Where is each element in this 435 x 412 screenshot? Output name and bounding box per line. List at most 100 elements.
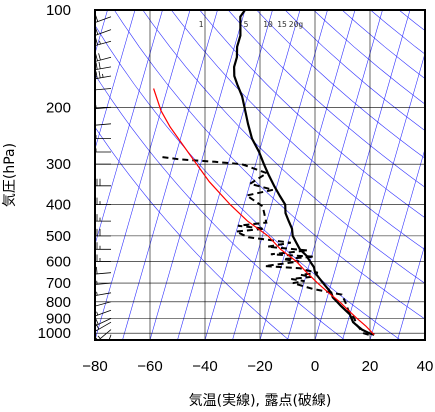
- isotherm-line: [204, 10, 301, 340]
- grid-clip: [95, 10, 425, 340]
- dry-adiabat-line: [398, 10, 425, 31]
- barb-half-flag: [101, 352, 104, 353]
- wind-barb: [95, 178, 111, 187]
- barb-staff: [98, 329, 112, 340]
- isotherm-line: [95, 10, 163, 246]
- dry-adiabat-line: [199, 10, 425, 219]
- barb-flag: [90, 30, 92, 37]
- wind-barb: [95, 214, 111, 222]
- isotherm-line: [369, 147, 425, 340]
- barb-staff: [108, 334, 112, 340]
- wind-barb: [95, 123, 112, 126]
- barb-staff: [95, 123, 112, 126]
- barb-flag: [90, 73, 91, 80]
- barb-flag: [95, 62, 98, 70]
- barb-half-flag: [97, 335, 101, 339]
- isotherm-line: [95, 10, 191, 340]
- x-tick-label: 40: [417, 358, 434, 375]
- barb-staff: [95, 106, 112, 110]
- barb-staff: [95, 282, 112, 285]
- barb-flag: [90, 311, 92, 318]
- y-tick-label: 200: [46, 99, 71, 116]
- wind-barb: [90, 309, 112, 318]
- barb-staff: [95, 301, 112, 307]
- wind-barb: [95, 228, 111, 237]
- barb-half-flag: [102, 73, 104, 78]
- barb-staff: [95, 56, 112, 62]
- y-axis-title: 気圧(hPa): [2, 143, 18, 207]
- wind-barb: [95, 280, 112, 285]
- barb-staff: [95, 272, 112, 275]
- mixing-ratio-labels: 1 5 10 15 20g: [199, 20, 304, 29]
- y-tick-label: 1000: [38, 325, 71, 342]
- x-tick-label: −40: [192, 358, 217, 375]
- x-tick-label: −80: [82, 358, 107, 375]
- barb-flag: [90, 326, 94, 332]
- isotherm-line: [232, 10, 328, 340]
- x-tick-label: 20: [362, 358, 379, 375]
- isotherm-line: [149, 10, 246, 340]
- series: [153, 10, 375, 336]
- barb-flag: [90, 56, 92, 63]
- wind-barb: [90, 61, 112, 71]
- barb-flag: [90, 289, 91, 296]
- mixing-ratio-label: 20g: [289, 20, 304, 29]
- wind-barb: [90, 289, 112, 297]
- wind-barb: [90, 53, 112, 63]
- wind-barb: [95, 301, 112, 307]
- dry-adiabat-line: [313, 10, 425, 105]
- barb-flag: [91, 268, 92, 275]
- dry-adiabat-line: [227, 10, 425, 188]
- isotherm-line: [259, 10, 356, 340]
- wind-barbs: [90, 14, 112, 353]
- wind-barb: [91, 266, 112, 275]
- y-tick-label: 600: [46, 253, 71, 270]
- barb-flag: [96, 266, 98, 274]
- wind-barb: [95, 317, 112, 327]
- barb-half-flag: [99, 40, 101, 45]
- barb-staff: [95, 292, 112, 297]
- barb-flag: [95, 71, 98, 79]
- isotherm-line: [122, 10, 218, 340]
- barb-half-flag: [96, 291, 98, 296]
- y-tick-label: 500: [46, 228, 71, 245]
- isotherm-line: [397, 243, 425, 340]
- barb-staff: [95, 88, 112, 91]
- isotherm-line: [95, 10, 136, 151]
- y-tick-label: 300: [46, 156, 71, 173]
- dry-adiabat-line: [256, 10, 425, 159]
- barb-flag: [90, 64, 91, 71]
- isotherm-line: [342, 52, 425, 340]
- temperature-line: [233, 10, 375, 336]
- dry-adiabat-line: [114, 10, 425, 320]
- barb-half-flag: [96, 311, 99, 316]
- barb-flag: [90, 40, 92, 47]
- dry-adiabat-line: [95, 24, 401, 340]
- x-tick-label: −20: [247, 358, 272, 375]
- mixing-ratio-label: 15: [277, 20, 287, 29]
- dry-adiabat-line: [142, 10, 425, 284]
- plot-frame: [94, 9, 426, 341]
- mixing-ratio-label: 1: [199, 20, 204, 29]
- parcel-line: [153, 88, 375, 336]
- wind-barb: [95, 88, 112, 91]
- x-tick-label: −60: [137, 358, 162, 375]
- wind-barb: [95, 163, 111, 165]
- y-tick-label: 800: [46, 294, 71, 311]
- barb-flag: [98, 70, 101, 78]
- isotherm-line: [287, 10, 383, 340]
- barb-staff: [95, 75, 112, 80]
- mixing-ratio-label: 5: [244, 20, 249, 29]
- mixing-ratio-label: 10: [263, 20, 273, 29]
- grid: [95, 10, 425, 340]
- wind-barb: [95, 197, 111, 206]
- isotherm-line: [424, 338, 425, 340]
- barb-staff: [95, 40, 112, 47]
- x-tick-label: 0: [311, 358, 319, 375]
- dewpoint-line: [161, 156, 370, 336]
- wind-barb: [95, 242, 111, 250]
- y-tick-label: 900: [46, 310, 71, 327]
- y-tick-label: 100: [46, 2, 71, 19]
